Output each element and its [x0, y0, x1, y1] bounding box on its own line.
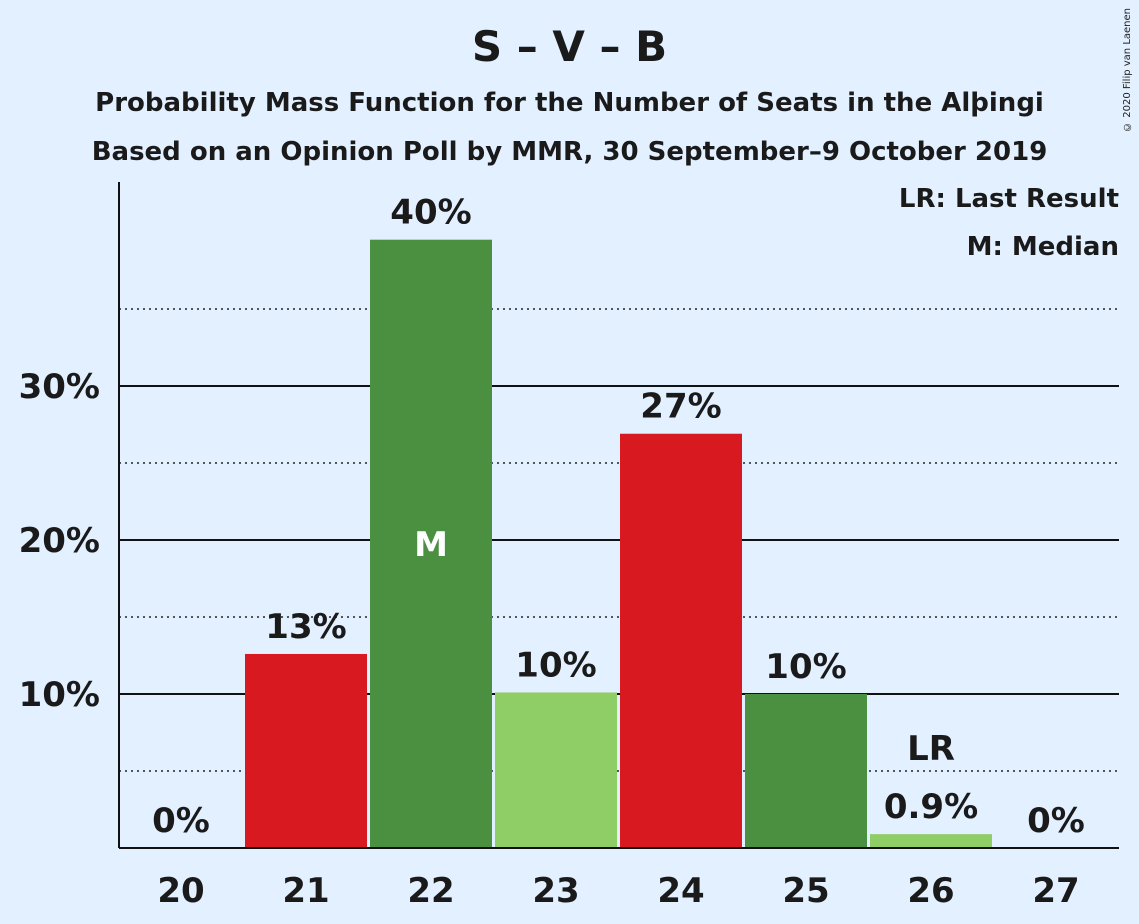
bar [745, 694, 867, 848]
y-tick-label: 10% [19, 675, 100, 715]
bar [620, 433, 742, 848]
data-label: 27% [640, 387, 721, 427]
data-label: 0% [152, 801, 210, 841]
bar [495, 692, 617, 848]
x-tick-label: 22 [407, 871, 454, 911]
bar [870, 834, 992, 848]
x-tick-label: 25 [782, 871, 829, 911]
x-tick-label: 27 [1032, 871, 1079, 911]
data-label: 13% [265, 607, 346, 647]
legend-last-result: LR: Last Result [898, 184, 1119, 214]
y-tick-label: 20% [19, 521, 100, 561]
legend-median: M: Median [966, 232, 1119, 262]
median-marker: M [414, 525, 448, 565]
last-result-marker: LR [907, 729, 955, 769]
chart-title: S – V – B [471, 22, 668, 71]
chart-subtitle-source: Based on an Opinion Poll by MMR, 30 Sept… [91, 137, 1048, 167]
data-label: 10% [515, 645, 596, 685]
x-tick-label: 20 [157, 871, 204, 911]
x-tick-label: 23 [532, 871, 579, 911]
data-label: 40% [390, 193, 471, 233]
chart-subtitle: Probability Mass Function for the Number… [95, 88, 1044, 118]
x-tick-label: 26 [907, 871, 954, 911]
y-tick-label: 30% [19, 367, 100, 407]
x-tick-label: 24 [657, 871, 704, 911]
data-label: 0% [1027, 801, 1085, 841]
data-label: 0.9% [884, 787, 978, 827]
data-label: 10% [765, 647, 846, 687]
bar [245, 653, 367, 848]
x-tick-label: 21 [282, 871, 329, 911]
bar [370, 239, 492, 848]
